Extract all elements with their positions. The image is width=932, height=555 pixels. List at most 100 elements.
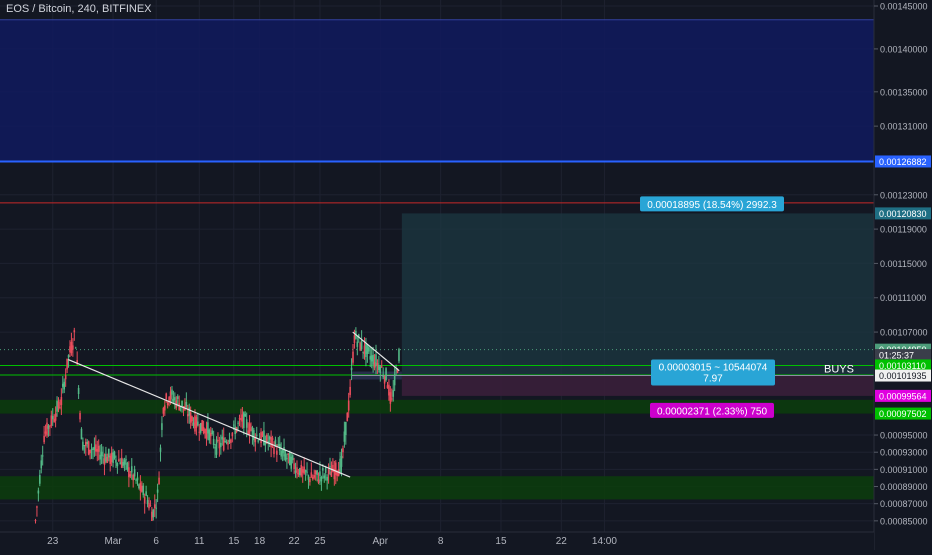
candle-body (389, 392, 392, 404)
candle-body (334, 462, 337, 475)
profit-label-bg (640, 196, 784, 212)
candle-body (92, 448, 94, 450)
candle-body (100, 451, 103, 457)
candle-body (245, 419, 248, 428)
candle-body (293, 463, 295, 470)
chart-title: EOS / Bitcoin, 240, BITFINEX (6, 3, 152, 15)
candle-body (310, 472, 313, 478)
y-tick-label: 0.00135000 (880, 87, 928, 97)
candle-body (276, 450, 278, 455)
stop-loss-box (401, 375, 874, 396)
candle-body (116, 462, 119, 467)
candle-body (221, 436, 224, 440)
candle-body (268, 436, 271, 440)
candle-body (205, 428, 208, 439)
candle-body (53, 418, 55, 422)
x-tick-label: 23 (47, 536, 59, 547)
candle-body (346, 412, 349, 422)
x-tick-label: 22 (556, 536, 568, 547)
candle-body (83, 445, 86, 447)
candle-body (90, 449, 93, 451)
candle-body (44, 431, 47, 434)
candle-body (340, 456, 343, 467)
candle-body (113, 451, 116, 459)
candle-body (326, 476, 328, 481)
price-axis-bg (874, 0, 932, 550)
candle-body (201, 420, 203, 431)
candle-body (342, 448, 344, 453)
price-tag-label: 0.00101935 (879, 371, 927, 381)
candle-body (119, 462, 122, 465)
candle-body (271, 437, 274, 441)
candle-body (80, 428, 83, 440)
candle-body (82, 441, 84, 450)
candle-body (74, 347, 77, 349)
candle-body (230, 439, 232, 443)
candle-body (383, 376, 386, 384)
candle-body (349, 386, 351, 395)
candle-body (181, 400, 183, 408)
main-descending-trendline (68, 358, 351, 478)
candle-body (96, 448, 99, 452)
candle-body (149, 505, 152, 507)
candle-body (347, 400, 350, 411)
candle-body (244, 414, 247, 417)
candle-body (39, 474, 41, 484)
candle-body (303, 466, 305, 474)
candle-body (199, 423, 202, 433)
candle-body (103, 458, 106, 465)
candle-body (79, 413, 81, 420)
candle-body (151, 511, 153, 521)
candle-body (153, 504, 156, 508)
candle-body (209, 432, 212, 437)
candle-body (247, 430, 249, 435)
candle-body (314, 470, 317, 475)
loss-label: 0.00002371 (2.33%) 750 (650, 402, 774, 418)
candle-body (51, 415, 54, 420)
candle-body (145, 491, 147, 496)
candle-body (380, 366, 383, 368)
candle-body (197, 421, 199, 426)
candle-body (136, 477, 139, 481)
candle-body (86, 441, 89, 445)
candle-body (59, 407, 61, 409)
candle-body (395, 369, 397, 371)
price-tag-bg (875, 155, 931, 168)
candle-body (188, 407, 191, 416)
candle-body (198, 431, 201, 433)
candle-body (266, 434, 268, 443)
candle-body (382, 376, 384, 378)
candle-body (376, 363, 379, 366)
green-support-zone-lower (0, 476, 874, 500)
candle-body (43, 435, 45, 443)
price-tag-label: 0.00099564 (879, 391, 927, 401)
candle-body (320, 476, 323, 482)
candle-body (61, 383, 64, 387)
candle-body (309, 479, 311, 483)
y-tick-label: 0.00095000 (880, 431, 928, 441)
candle-body (57, 401, 60, 408)
candle-body (297, 472, 300, 475)
loss-label-bg (650, 402, 774, 418)
candle-body (251, 427, 254, 437)
candle-body (287, 453, 290, 455)
candle-body (64, 375, 67, 380)
candle-body (327, 469, 330, 475)
candle-body (368, 347, 370, 352)
candle-body (343, 431, 346, 442)
candle-body (191, 416, 193, 422)
candle-body (36, 506, 38, 508)
candle-body (50, 415, 53, 426)
y-tick-label: 0.00107000 (880, 328, 928, 338)
y-tick-label: 0.00093000 (880, 448, 928, 458)
candle-body (294, 470, 297, 473)
candle-body (125, 459, 127, 461)
candle-body (102, 455, 104, 457)
candle-body (77, 387, 80, 394)
y-tick-label: 0.00119000 (880, 225, 927, 235)
price-tag-bg (875, 369, 931, 382)
candle-body (267, 441, 270, 443)
entry-label-line1: 0.00003015 ~ 10544074 (659, 363, 768, 374)
